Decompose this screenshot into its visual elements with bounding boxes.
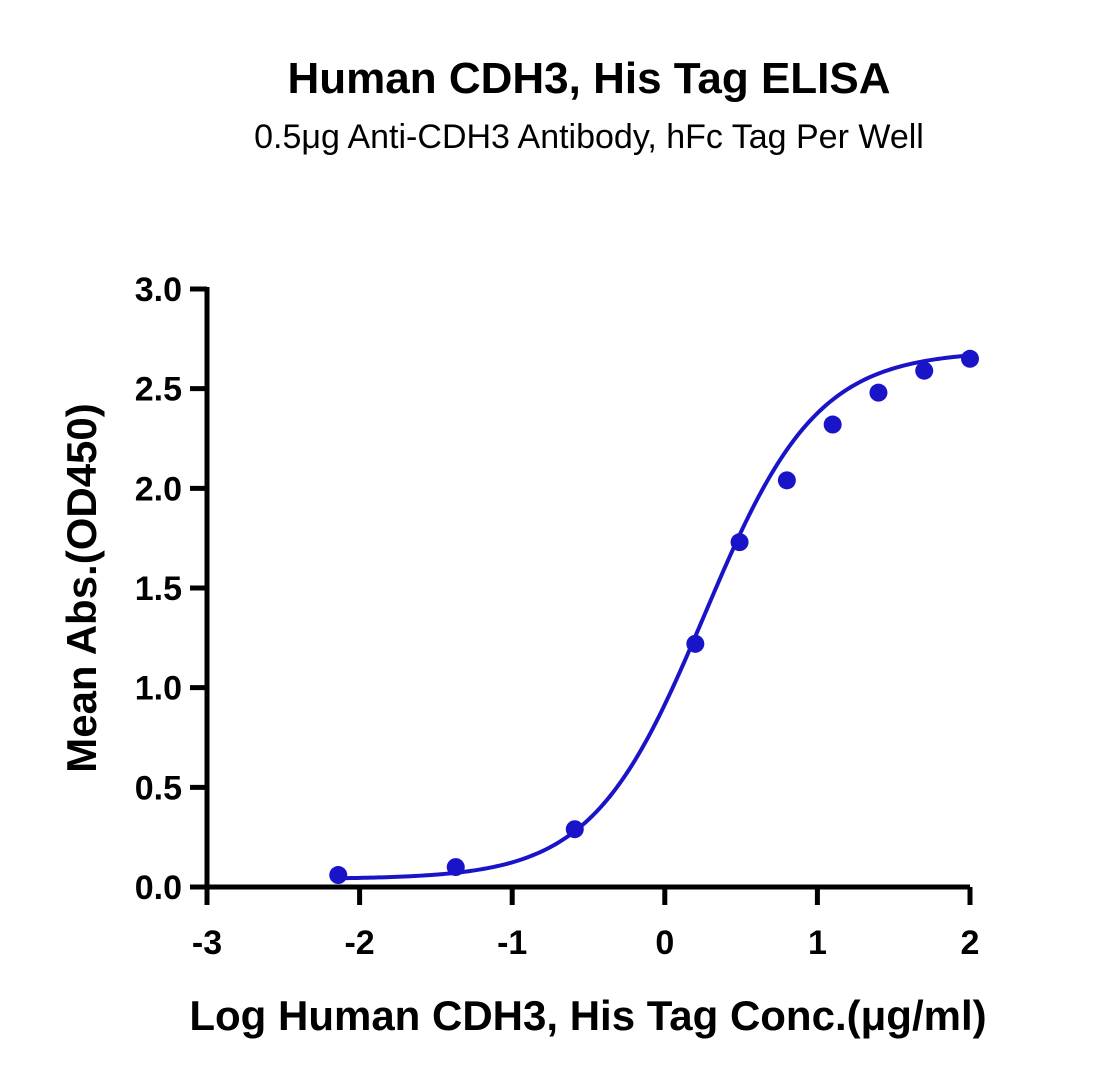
chart-title: Human CDH3, His Tag ELISA — [287, 54, 890, 103]
x-tick-label: -2 — [344, 924, 374, 962]
data-point — [730, 533, 749, 552]
data-point — [446, 858, 465, 877]
y-tick-label: 3.0 — [135, 271, 182, 309]
data-point — [823, 415, 842, 434]
y-tick-label: 1.5 — [135, 570, 182, 608]
y-tick-label: 2.5 — [135, 371, 182, 409]
x-tick-label: 2 — [961, 924, 980, 962]
data-point — [915, 361, 934, 380]
data-point — [961, 349, 979, 368]
x-ticks: -3 -2 -1 0 1 2 — [192, 887, 980, 962]
y-axis-title: Mean Abs.(OD450) — [58, 403, 105, 773]
data-point — [565, 820, 584, 839]
data-point — [329, 866, 348, 885]
y-tick-label: 1.0 — [135, 670, 182, 708]
fit-curve — [338, 353, 971, 881]
y-ticks: 0.0 0.5 1.0 1.5 2.0 2.5 3.0 — [135, 271, 207, 907]
y-tick-label: 0.0 — [135, 869, 182, 907]
data-points — [329, 349, 979, 885]
x-tick-label: 0 — [655, 924, 674, 962]
x-tick-label: 1 — [808, 924, 827, 962]
y-tick-label: 0.5 — [135, 769, 182, 807]
y-tick-label: 2.0 — [135, 470, 182, 508]
x-tick-label: -3 — [192, 924, 222, 962]
data-point — [686, 634, 705, 653]
data-point — [869, 383, 888, 402]
chart-subtitle: 0.5μg Anti-CDH3 Antibody, hFc Tag Per We… — [254, 118, 924, 156]
axes — [204, 287, 970, 890]
data-point — [777, 471, 796, 490]
x-axis-title: Log Human CDH3, His Tag Conc.(μg/ml) — [189, 992, 986, 1039]
x-tick-label: -1 — [497, 924, 527, 962]
